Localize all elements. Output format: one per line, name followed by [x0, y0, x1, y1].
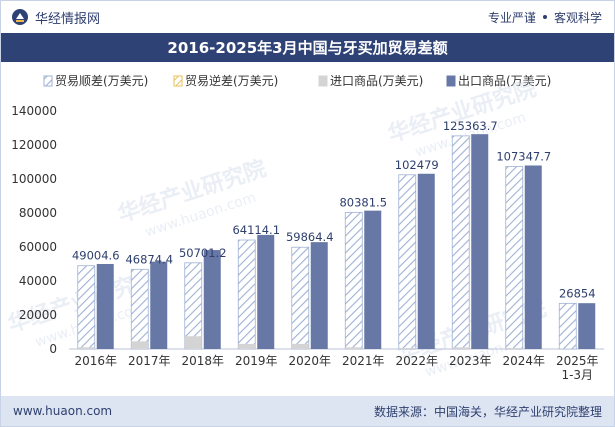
x-tick-label: 1-3月	[561, 368, 593, 382]
bars: 49004.6 46874.4 50701.2 64114.1 59864.4 80381…	[72, 119, 596, 350]
data-label: 102479	[395, 158, 439, 172]
bar-chart: 贸易顺差(万美元) 贸易逆差(万美元) 进口商品(万美元) 出口商品(万美元) 华经产…	[5, 73, 604, 382]
y-tick-label: 100000	[11, 172, 57, 186]
surplus-bar	[398, 174, 417, 350]
data-label: 59864.4	[286, 230, 334, 244]
x-tick-label: 2021年	[342, 354, 385, 368]
y-tick-label: 60000	[19, 240, 57, 254]
legend-label: 贸易顺差(万美元)	[55, 74, 148, 88]
surplus-bar	[451, 135, 470, 350]
legend-swatch	[173, 75, 183, 87]
footer: www.huaon.com 数据来源：中国海关，华经产业研究院整理	[1, 396, 614, 426]
top-bar: 华经情报网 专业严谨 客观科学	[1, 1, 614, 33]
surplus-bar	[77, 265, 96, 350]
tagline: 专业严谨 客观科学	[488, 9, 602, 26]
surplus-bar	[130, 268, 149, 350]
legend: 贸易顺差(万美元) 贸易逆差(万美元) 进口商品(万美元) 出口商品(万美元)	[43, 73, 551, 88]
export-bar	[257, 234, 275, 349]
tagline-dot-icon	[542, 15, 547, 19]
legend-swatch	[43, 75, 53, 87]
footer-source: 数据来源：中国海关，华经产业研究院整理	[373, 404, 602, 419]
export-bar	[150, 261, 168, 349]
x-tick-label: 2025年	[556, 354, 599, 368]
brand-name: 华经情报网	[35, 11, 101, 27]
export-bar	[310, 242, 328, 349]
import-bar	[398, 347, 416, 349]
legend-label: 出口商品(万美元)	[458, 73, 551, 88]
legend-swatch	[318, 75, 328, 87]
y-tick-label: 20000	[19, 308, 57, 322]
brand: 华经情报网	[11, 8, 100, 27]
surplus-bar	[184, 262, 203, 350]
export-bar	[364, 210, 382, 349]
surplus-bar	[291, 246, 310, 350]
brand-logo-icon	[12, 9, 28, 25]
y-tick-label: 80000	[19, 206, 57, 220]
export-bar	[524, 165, 542, 349]
legend-label: 贸易逆差(万美元)	[185, 73, 278, 88]
import-bar	[345, 347, 363, 349]
export-bar	[417, 173, 435, 349]
chart-title: 2016-2025年3月中国与牙买加贸易差额	[1, 33, 614, 62]
x-tick-label: 2020年	[288, 354, 331, 368]
data-label: 49004.6	[72, 249, 120, 263]
data-label: 125363.7	[443, 119, 498, 133]
surplus-bar	[237, 239, 256, 350]
y-tick-label: 140000	[11, 104, 57, 118]
import-bar	[505, 347, 523, 349]
data-label: 26854	[559, 286, 596, 300]
data-label: 46874.4	[125, 252, 173, 266]
surplus-bar	[344, 211, 363, 350]
import-bar	[291, 343, 309, 349]
import-bar	[131, 341, 149, 349]
x-tick-label: 2016年	[74, 354, 117, 368]
x-tick-label: 2018年	[181, 354, 224, 368]
x-tick-label: 2019年	[235, 354, 278, 368]
footer-url: www.huaon.com	[13, 404, 113, 418]
surplus-bar	[505, 166, 524, 350]
data-label: 64114.1	[232, 223, 280, 237]
import-bar	[184, 336, 202, 349]
legend-label: 进口商品(万美元)	[330, 73, 423, 88]
surplus-bar	[558, 302, 577, 350]
import-bar	[452, 347, 470, 349]
x-tick-label: 2017年	[128, 354, 171, 368]
y-tick-label: 40000	[19, 274, 57, 288]
x-tick-label: 2022年	[395, 354, 438, 368]
legend-swatch	[446, 75, 456, 87]
x-tick-label: 2024年	[502, 354, 545, 368]
tagline-right: 客观科学	[553, 10, 602, 25]
x-tick-label: 2023年	[449, 354, 492, 368]
tagline-left: 专业严谨	[487, 10, 536, 25]
y-tick-label: 0	[49, 342, 57, 356]
import-bar	[238, 343, 256, 349]
export-bar	[96, 263, 114, 349]
import-bar	[77, 347, 95, 349]
export-bar	[203, 250, 221, 349]
data-label: 50701.2	[179, 246, 227, 260]
data-label: 80381.5	[339, 195, 387, 209]
y-tick-label: 120000	[11, 138, 57, 152]
data-label: 107347.7	[496, 150, 551, 164]
export-bar	[471, 134, 489, 349]
export-bar	[578, 303, 596, 349]
chart-axes: 0 20000 40000 60000 80000 100000 120000 140000 2…	[11, 104, 604, 382]
